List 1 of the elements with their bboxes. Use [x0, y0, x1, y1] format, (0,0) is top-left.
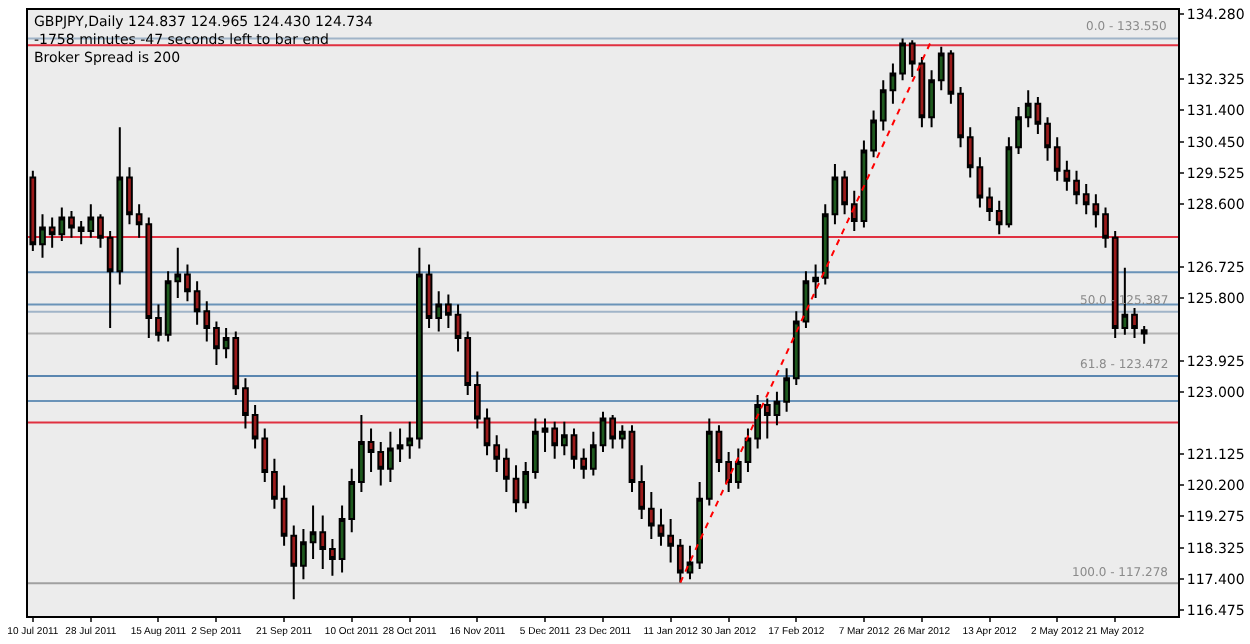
candlestick [1140, 324, 1148, 345]
